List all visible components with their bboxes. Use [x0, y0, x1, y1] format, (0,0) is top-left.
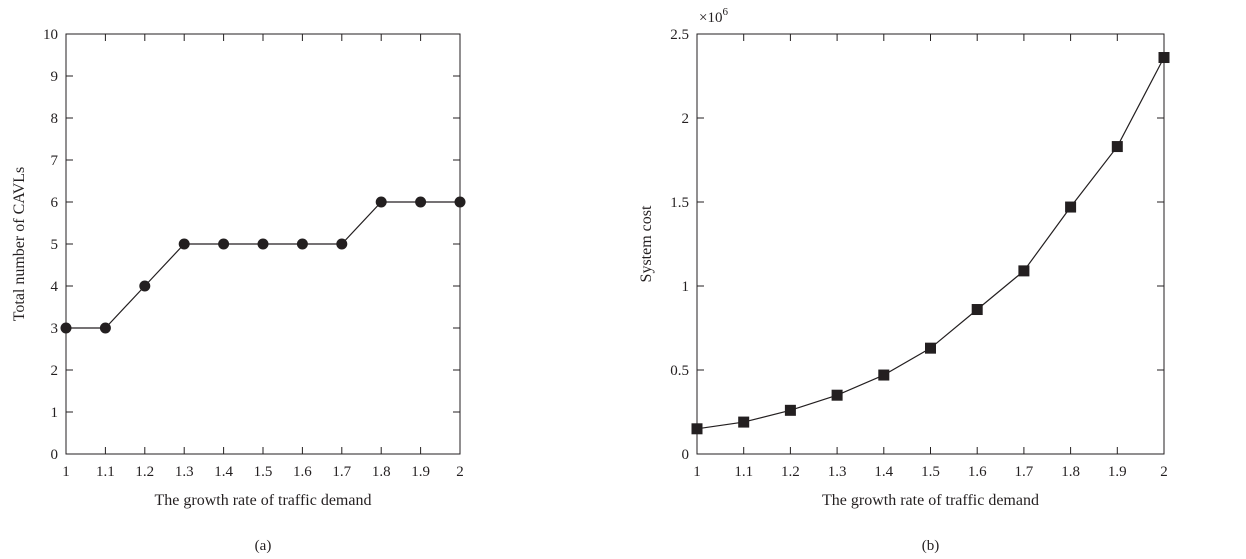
y-tick-label: 10 — [43, 27, 58, 43]
y-tick-label: 0 — [682, 447, 690, 463]
chart-panel-a: 1 1.1 1.2 1.3 1.4 1.5 1.6 1.7 1.8 1.9 201234567891… — [11, 27, 466, 554]
x-tick-label: 1.9 — [411, 464, 430, 480]
chart-panel-b: 1 1.1 1.2 1.3 1.4 1.5 1.6 1.7 1.8 1.9 2 0 0.5 1 1.5 2 2.… — [638, 6, 1170, 554]
y-scale-base: ×10 — [699, 10, 722, 26]
x-tick-label: 1.2 — [781, 464, 800, 480]
x-tick-label: 1.1 — [734, 464, 753, 480]
x-tick-label: 1.3 — [175, 464, 194, 480]
panel-label: (a) — [255, 538, 272, 554]
y-tick-label: 5 — [51, 237, 59, 253]
x-tick-label: 1.2 — [135, 464, 154, 480]
x-tick-label: 1.8 — [1061, 464, 1080, 480]
data-point-circle — [296, 238, 308, 250]
y-tick-label: 0.5 — [670, 363, 689, 379]
data-point-circle — [99, 322, 111, 334]
data-point-circle — [60, 322, 72, 334]
x-tick-label: 1 — [62, 464, 70, 480]
x-tick-label: 1 — [693, 464, 701, 480]
data-point-square — [1065, 201, 1077, 213]
data-point-square — [831, 389, 843, 401]
x-tick-label: 1.1 — [96, 464, 115, 480]
y-tick-label: 4 — [51, 279, 59, 295]
y-scale-exponent: 6 — [722, 6, 728, 18]
data-point-square — [878, 369, 890, 381]
y-scale-multiplier: ×106 — [699, 6, 728, 26]
data-point-circle — [375, 196, 387, 208]
data-point-square — [784, 404, 796, 416]
x-tick-label: 1.4 — [874, 464, 893, 480]
data-point-square — [1158, 52, 1170, 64]
series-line — [66, 201, 460, 329]
y-tick-label: 8 — [51, 111, 59, 127]
data-point-circle — [336, 238, 348, 250]
data-point-circle — [139, 280, 151, 292]
x-tick-label: 1.5 — [254, 464, 273, 480]
data-point-circle — [257, 238, 269, 250]
data-point-circle — [454, 196, 466, 208]
x-tick-label: 1.8 — [372, 464, 391, 480]
x-tick-label: 2 — [456, 464, 464, 480]
data-point-square — [738, 416, 750, 428]
y-tick-label: 2 — [51, 363, 59, 379]
x-tick-label: 1.7 — [1015, 464, 1034, 480]
data-point-circle — [218, 238, 230, 250]
x-tick-label: 1.9 — [1108, 464, 1127, 480]
x-tick-label: 1.6 — [968, 464, 987, 480]
data-point-square — [925, 342, 936, 354]
y-tick-label: 6 — [51, 195, 59, 211]
data-point-square — [1111, 141, 1123, 153]
y-tick-label: 1.5 — [670, 195, 689, 211]
data-point-circle — [178, 238, 190, 250]
x-tick-label: 1.3 — [828, 464, 847, 480]
x-tick-label: 2 — [1160, 464, 1168, 480]
y-axis-label: Total number of CAVLs — [11, 167, 28, 322]
y-tick-label: 9 — [51, 69, 59, 85]
x-tick-label: 1.7 — [332, 464, 351, 480]
data-point-square — [971, 304, 983, 316]
x-tick-label: 1.6 — [293, 464, 312, 480]
series-line — [696, 57, 1165, 430]
y-tick-label: 1 — [51, 405, 59, 421]
y-tick-label: 0 — [51, 447, 59, 463]
plot-frame — [696, 33, 1165, 455]
data-point-circle — [415, 196, 427, 208]
x-axis-label: The growth rate of traffic demand — [822, 492, 1039, 509]
x-tick-label: 1.5 — [921, 464, 940, 480]
y-tick-label: 2.5 — [670, 27, 689, 43]
y-tick-label: 2 — [682, 111, 690, 127]
data-point-square — [1018, 265, 1030, 277]
x-axis-label: The growth rate of traffic demand — [155, 492, 372, 509]
panel-label: (b) — [922, 538, 940, 554]
y-tick-label: 1 — [682, 279, 690, 295]
y-tick-label: 3 — [51, 321, 59, 337]
y-tick-label: 7 — [51, 153, 59, 169]
x-tick-label: 1.4 — [214, 464, 233, 480]
data-point-square — [691, 423, 703, 435]
y-axis-label: System cost — [638, 205, 655, 282]
